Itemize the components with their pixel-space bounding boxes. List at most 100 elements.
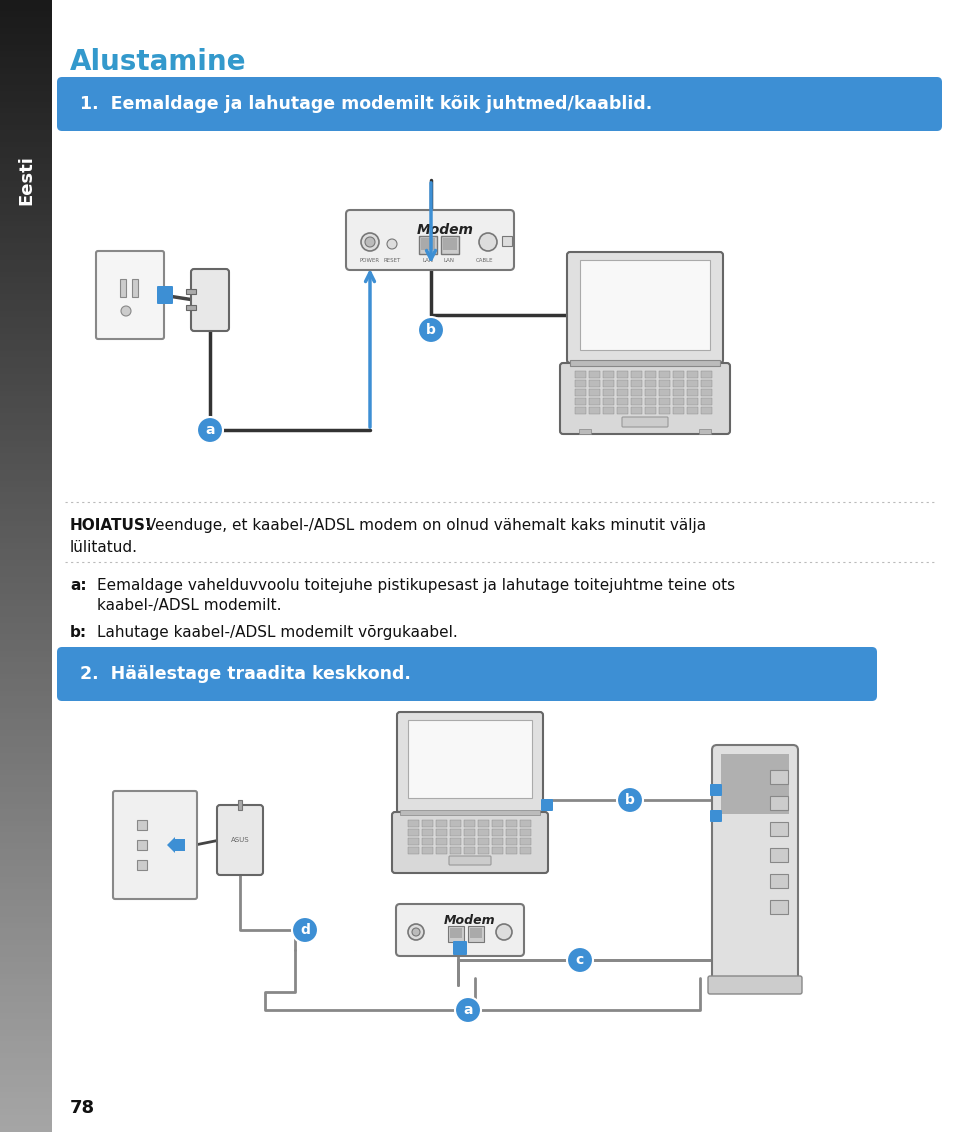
Bar bbox=[421, 829, 433, 837]
Bar bbox=[0, 1058, 52, 1065]
Bar bbox=[0, 787, 52, 794]
Bar bbox=[0, 102, 52, 109]
Bar bbox=[0, 221, 52, 228]
Bar bbox=[0, 306, 52, 312]
Bar bbox=[0, 640, 52, 646]
Bar bbox=[0, 679, 52, 686]
Bar bbox=[630, 380, 641, 387]
Bar bbox=[0, 951, 52, 958]
Bar bbox=[769, 848, 787, 861]
Bar bbox=[0, 453, 52, 460]
Bar bbox=[0, 1109, 52, 1116]
Circle shape bbox=[408, 924, 423, 940]
Bar bbox=[0, 719, 52, 726]
Bar bbox=[0, 1104, 52, 1110]
Bar bbox=[0, 0, 52, 7]
Text: lülitatud.: lülitatud. bbox=[70, 540, 138, 555]
Bar bbox=[686, 389, 698, 396]
Bar bbox=[0, 957, 52, 963]
Bar bbox=[0, 974, 52, 980]
Bar bbox=[0, 911, 52, 918]
Bar bbox=[644, 389, 656, 396]
Bar bbox=[0, 996, 52, 1003]
Text: Alustamine: Alustamine bbox=[70, 48, 246, 76]
Bar bbox=[477, 838, 489, 844]
Circle shape bbox=[617, 787, 642, 813]
Bar bbox=[0, 1092, 52, 1099]
Text: ASUS: ASUS bbox=[231, 837, 249, 843]
Bar bbox=[0, 515, 52, 522]
Bar bbox=[492, 820, 502, 827]
Bar bbox=[0, 34, 52, 41]
Bar bbox=[421, 820, 433, 827]
Bar bbox=[0, 164, 52, 171]
Bar bbox=[0, 889, 52, 895]
FancyBboxPatch shape bbox=[709, 784, 721, 796]
Bar bbox=[0, 555, 52, 561]
Bar bbox=[588, 408, 599, 414]
Bar bbox=[0, 441, 52, 448]
Bar bbox=[0, 894, 52, 901]
Circle shape bbox=[121, 306, 131, 316]
Bar bbox=[0, 1115, 52, 1122]
Bar bbox=[0, 855, 52, 861]
Bar bbox=[0, 209, 52, 216]
Bar bbox=[0, 521, 52, 528]
Text: 2.  Häälestage traadita keskkond.: 2. Häälestage traadita keskkond. bbox=[80, 664, 411, 683]
Bar bbox=[0, 85, 52, 92]
Text: Modem: Modem bbox=[444, 915, 496, 927]
Bar bbox=[0, 40, 52, 46]
Bar bbox=[421, 838, 433, 844]
Bar bbox=[0, 594, 52, 601]
Bar bbox=[602, 371, 614, 378]
Bar bbox=[0, 57, 52, 63]
Bar bbox=[0, 1024, 52, 1031]
Bar bbox=[519, 829, 531, 837]
FancyBboxPatch shape bbox=[96, 251, 164, 338]
Bar bbox=[0, 1002, 52, 1009]
Bar bbox=[0, 691, 52, 697]
Bar bbox=[463, 838, 475, 844]
Bar bbox=[630, 408, 641, 414]
Bar bbox=[575, 371, 585, 378]
Bar bbox=[0, 990, 52, 997]
Bar bbox=[630, 371, 641, 378]
Bar bbox=[686, 408, 698, 414]
Bar bbox=[769, 796, 787, 811]
Bar bbox=[519, 838, 531, 844]
Text: LAN: LAN bbox=[422, 258, 433, 263]
Bar bbox=[0, 181, 52, 188]
Bar bbox=[0, 1070, 52, 1077]
Bar bbox=[0, 192, 52, 199]
Bar bbox=[120, 278, 126, 297]
Circle shape bbox=[566, 947, 593, 974]
Bar bbox=[0, 464, 52, 471]
Bar bbox=[519, 847, 531, 854]
Bar bbox=[0, 266, 52, 273]
Bar bbox=[0, 708, 52, 714]
Bar bbox=[0, 17, 52, 24]
Bar bbox=[0, 538, 52, 544]
Bar bbox=[700, 398, 711, 405]
Bar bbox=[0, 866, 52, 873]
Bar bbox=[0, 170, 52, 177]
Bar bbox=[0, 883, 52, 890]
Bar bbox=[0, 730, 52, 737]
Bar bbox=[442, 238, 456, 250]
Bar bbox=[0, 826, 52, 833]
Bar bbox=[672, 371, 683, 378]
Text: 78: 78 bbox=[70, 1099, 95, 1117]
Bar bbox=[492, 829, 502, 837]
Bar bbox=[0, 775, 52, 782]
FancyBboxPatch shape bbox=[157, 286, 172, 305]
Text: 1.  Eemaldage ja lahutage modemilt kõik juhtmed/kaablid.: 1. Eemaldage ja lahutage modemilt kõik j… bbox=[80, 95, 652, 113]
Bar bbox=[0, 770, 52, 777]
Bar bbox=[699, 429, 710, 434]
Bar bbox=[0, 985, 52, 992]
Bar bbox=[0, 674, 52, 680]
FancyBboxPatch shape bbox=[216, 805, 263, 875]
Bar bbox=[408, 838, 418, 844]
Circle shape bbox=[478, 233, 497, 251]
Text: Eemaldage vahelduvvoolu toitejuhe pistikupesast ja lahutage toitejuhtme teine ot: Eemaldage vahelduvvoolu toitejuhe pistik… bbox=[97, 578, 735, 593]
Bar bbox=[0, 583, 52, 590]
